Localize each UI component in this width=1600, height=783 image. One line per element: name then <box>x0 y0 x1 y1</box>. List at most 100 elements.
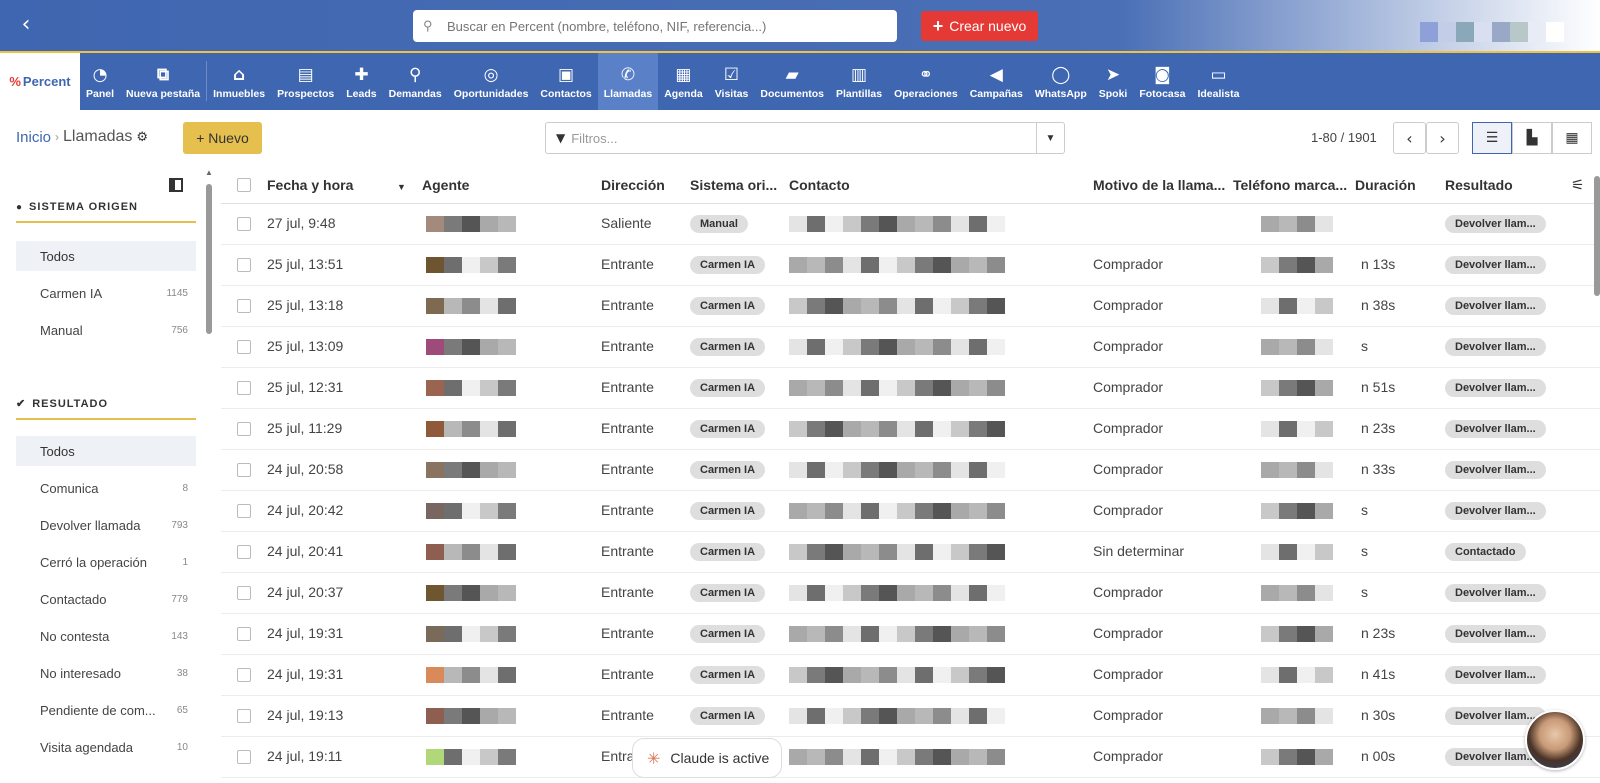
nav-item-plantillas[interactable]: ▥ Plantillas <box>830 53 888 110</box>
redacted-pixel <box>462 667 480 683</box>
nav-item-spoki[interactable]: ➤ Spoki <box>1093 53 1134 110</box>
select-all-checkbox[interactable] <box>237 178 251 192</box>
redacted-pixel <box>1297 257 1315 273</box>
table-row[interactable]: 24 jul, 20:37 Entrante Comprador s Carmen IA… <box>221 573 1600 614</box>
global-search[interactable]: ⚲ <box>413 10 897 42</box>
nav-item-llamadas[interactable]: ✆ Llamadas <box>597 53 659 110</box>
nav-item-inmuebles[interactable]: ⌂ Inmuebles <box>207 53 271 110</box>
nav-item-panel[interactable]: ◔ Panel <box>80 53 120 110</box>
row-checkbox[interactable] <box>237 586 251 600</box>
system-badge: Carmen IA <box>690 625 766 643</box>
filter-item[interactable]: Carmen IA 1145 <box>16 278 196 308</box>
nav-item-prospectos[interactable]: ▤ Prospectos <box>271 53 340 110</box>
row-checkbox[interactable] <box>237 422 251 436</box>
calendar-view-button[interactable]: ▦ <box>1552 122 1592 154</box>
list-view-button[interactable]: ☰ <box>1472 122 1512 154</box>
row-checkbox[interactable] <box>237 627 251 641</box>
table-row[interactable]: 25 jul, 13:09 Entrante Comprador s Carmen IA… <box>221 327 1600 368</box>
row-checkbox[interactable] <box>237 709 251 723</box>
nav-item-whatsapp[interactable]: ◯ WhatsApp <box>1029 53 1093 110</box>
row-checkbox[interactable] <box>237 750 251 764</box>
column-settings-icon[interactable]: ⚟ <box>1571 176 1585 194</box>
chevron-down-icon[interactable]: ▼ <box>1036 123 1064 153</box>
redacted-pixel <box>426 421 444 437</box>
col-reason[interactable]: Motivo de la llama... <box>1093 177 1226 193</box>
scroll-thumb[interactable] <box>1594 176 1600 296</box>
row-checkbox[interactable] <box>237 217 251 231</box>
table-row[interactable]: 24 jul, 20:58 Entrante Comprador n 33s Carme… <box>221 450 1600 491</box>
kanban-view-button[interactable]: ▙ <box>1512 122 1552 154</box>
row-checkbox[interactable] <box>237 668 251 682</box>
gear-icon[interactable]: ⚙ <box>136 129 149 145</box>
scroll-thumb[interactable] <box>206 184 212 334</box>
filter-item[interactable]: Contactado 779 <box>16 584 196 614</box>
search-input[interactable] <box>447 18 887 34</box>
col-result[interactable]: Resultado <box>1445 177 1513 193</box>
filter-item[interactable]: Pendiente de com... 65 <box>16 695 196 725</box>
table-row[interactable]: 25 jul, 12:31 Entrante Comprador n 51s Carme… <box>221 368 1600 409</box>
row-checkbox[interactable] <box>237 463 251 477</box>
table-row[interactable]: 25 jul, 13:18 Entrante Comprador n 38s Carme… <box>221 286 1600 327</box>
assistant-avatar[interactable] <box>1525 710 1585 770</box>
redacted-pixel <box>498 462 516 478</box>
nav-item-visitas[interactable]: ☑ Visitas <box>709 53 755 110</box>
table-row[interactable]: 25 jul, 13:51 Entrante Comprador n 13s Carme… <box>221 245 1600 286</box>
col-system[interactable]: Sistema ori... <box>690 177 778 193</box>
col-direction[interactable]: Dirección <box>601 177 665 193</box>
nav-item-operaciones[interactable]: ⚭ Operaciones <box>888 53 964 110</box>
col-contact[interactable]: Contacto <box>789 177 850 193</box>
filter-item[interactable]: Devolver llamada 793 <box>16 510 196 540</box>
filter-item-label: Devolver llamada <box>40 517 141 533</box>
nav-item-campa-as[interactable]: ◀ Campañas <box>964 53 1029 110</box>
table-row[interactable]: 24 jul, 19:13 Entrante Comprador n 30s Carme… <box>221 696 1600 737</box>
system-badge: Carmen IA <box>690 297 766 315</box>
table-row[interactable]: 24 jul, 19:31 Entrante Comprador n 23s Carme… <box>221 614 1600 655</box>
table-row[interactable]: 24 jul, 19:11 Entra Comprador n 00s Devolver… <box>221 737 1600 778</box>
filter-item[interactable]: No interesado 38 <box>16 658 196 688</box>
filter-item[interactable]: Comunica 8 <box>16 473 196 503</box>
scroll-up-icon[interactable]: ▲ <box>205 168 213 177</box>
filters-field[interactable]: ▼ Filtros... ▼ <box>545 122 1065 154</box>
row-checkbox[interactable] <box>237 504 251 518</box>
filter-item[interactable]: Cerró la operación 1 <box>16 547 196 577</box>
col-agent[interactable]: Agente <box>422 177 470 193</box>
prev-page-button[interactable]: ‹ <box>1393 122 1426 154</box>
create-new-button[interactable]: + Crear nuevo <box>921 11 1038 41</box>
filter-item[interactable]: Todos <box>16 241 196 271</box>
row-checkbox[interactable] <box>237 381 251 395</box>
back-arrow-icon[interactable]: ‹ <box>21 12 31 37</box>
nav-item-agenda[interactable]: ▦ Agenda <box>658 53 709 110</box>
sort-desc-icon[interactable]: ▼ <box>397 182 406 192</box>
filter-item[interactable]: Todos <box>16 436 196 466</box>
row-checkbox[interactable] <box>237 545 251 559</box>
table-row[interactable]: 24 jul, 19:31 Entrante Comprador n 41s Carme… <box>221 655 1600 696</box>
row-checkbox[interactable] <box>237 340 251 354</box>
nav-item-contactos[interactable]: ▣ Contactos <box>534 53 597 110</box>
nav-item-idealista[interactable]: ▭ Idealista <box>1191 53 1245 110</box>
new-call-button[interactable]: + Nuevo <box>183 122 262 154</box>
table-row[interactable]: 27 jul, 9:48 Saliente Manual Devolver llam.… <box>221 204 1600 245</box>
percent-logo[interactable]: % Percent <box>0 53 80 110</box>
nav-item-nueva-pesta-a[interactable]: ⧉ Nueva pestaña <box>120 53 206 110</box>
nav-item-fotocasa[interactable]: ◙ Fotocasa <box>1133 53 1191 110</box>
filter-item[interactable]: No contesta 143 <box>16 621 196 651</box>
row-checkbox[interactable] <box>237 258 251 272</box>
collapse-sidebar-icon[interactable] <box>169 178 183 192</box>
sidebar-scrollbar[interactable]: ▲ <box>205 166 213 783</box>
nav-item-leads[interactable]: ✚ Leads <box>340 53 382 110</box>
table-row[interactable]: 24 jul, 20:42 Entrante Comprador s Carmen IA… <box>221 491 1600 532</box>
table-row[interactable]: 25 jul, 11:29 Entrante Comprador n 23s Carme… <box>221 409 1600 450</box>
col-date[interactable]: Fecha y hora <box>267 177 354 193</box>
table-scrollbar[interactable] <box>1594 166 1600 783</box>
breadcrumb-home[interactable]: Inicio <box>16 128 52 146</box>
col-phone[interactable]: Teléfono marca... <box>1233 177 1348 193</box>
nav-item-documentos[interactable]: ▰ Documentos <box>754 53 830 110</box>
col-duration[interactable]: Duración <box>1355 177 1416 193</box>
filter-item[interactable]: Manual 756 <box>16 315 196 345</box>
next-page-button[interactable]: › <box>1426 122 1459 154</box>
row-checkbox[interactable] <box>237 299 251 313</box>
nav-item-oportunidades[interactable]: ◎ Oportunidades <box>448 53 535 110</box>
filter-item[interactable]: Visita agendada 10 <box>16 732 196 762</box>
nav-item-demandas[interactable]: ⚲ Demandas <box>383 53 448 110</box>
table-row[interactable]: 24 jul, 20:41 Entrante Sin determinar s Carm… <box>221 532 1600 573</box>
